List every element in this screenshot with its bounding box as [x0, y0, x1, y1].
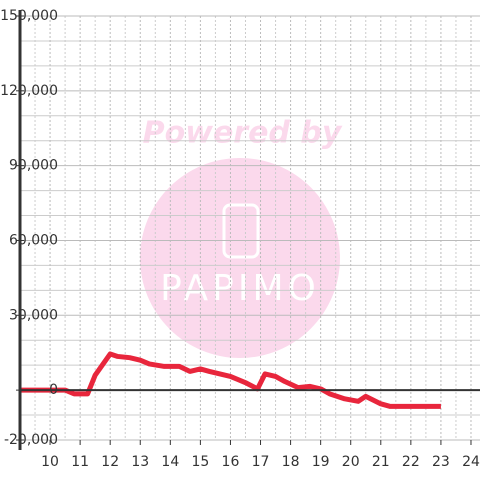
- plot: [20, 351, 441, 409]
- y-tick-label: 90,000: [9, 158, 58, 174]
- x-tick-label: 14: [161, 454, 179, 470]
- y-tick-label: -20,000: [4, 432, 58, 448]
- x-tick-label: 17: [252, 454, 270, 470]
- x-tick-label: 24: [462, 454, 480, 470]
- y-tick-label: 30,000: [9, 307, 58, 323]
- grid: [20, 15, 480, 441]
- watermark-logo: PAPIMO: [160, 268, 320, 309]
- x-tick-label: 13: [131, 454, 149, 470]
- watermark-phone: [222, 203, 260, 259]
- x-tick-label: 12: [101, 454, 119, 470]
- y-tick-label: 150,000: [0, 8, 58, 24]
- y-tick-label: 120,000: [0, 83, 58, 99]
- watermark: Powered by PAPIMO: [140, 116, 343, 358]
- x-tick-label: 18: [282, 454, 300, 470]
- line: [20, 351, 441, 409]
- x-tick-label: 20: [342, 454, 360, 470]
- watermark-text: Powered by: [143, 116, 343, 151]
- x-tick-label: 16: [222, 454, 240, 470]
- x-tick-label: 19: [312, 454, 330, 470]
- x-tick-label: 23: [432, 454, 450, 470]
- x-tick-label: 11: [71, 454, 89, 470]
- x-tick-label: 10: [41, 454, 59, 470]
- x-tick-label: 21: [372, 454, 390, 470]
- x-tick-label: 15: [191, 454, 209, 470]
- y-tick-label: 60,000: [9, 232, 58, 248]
- x-tick-label: 22: [402, 454, 420, 470]
